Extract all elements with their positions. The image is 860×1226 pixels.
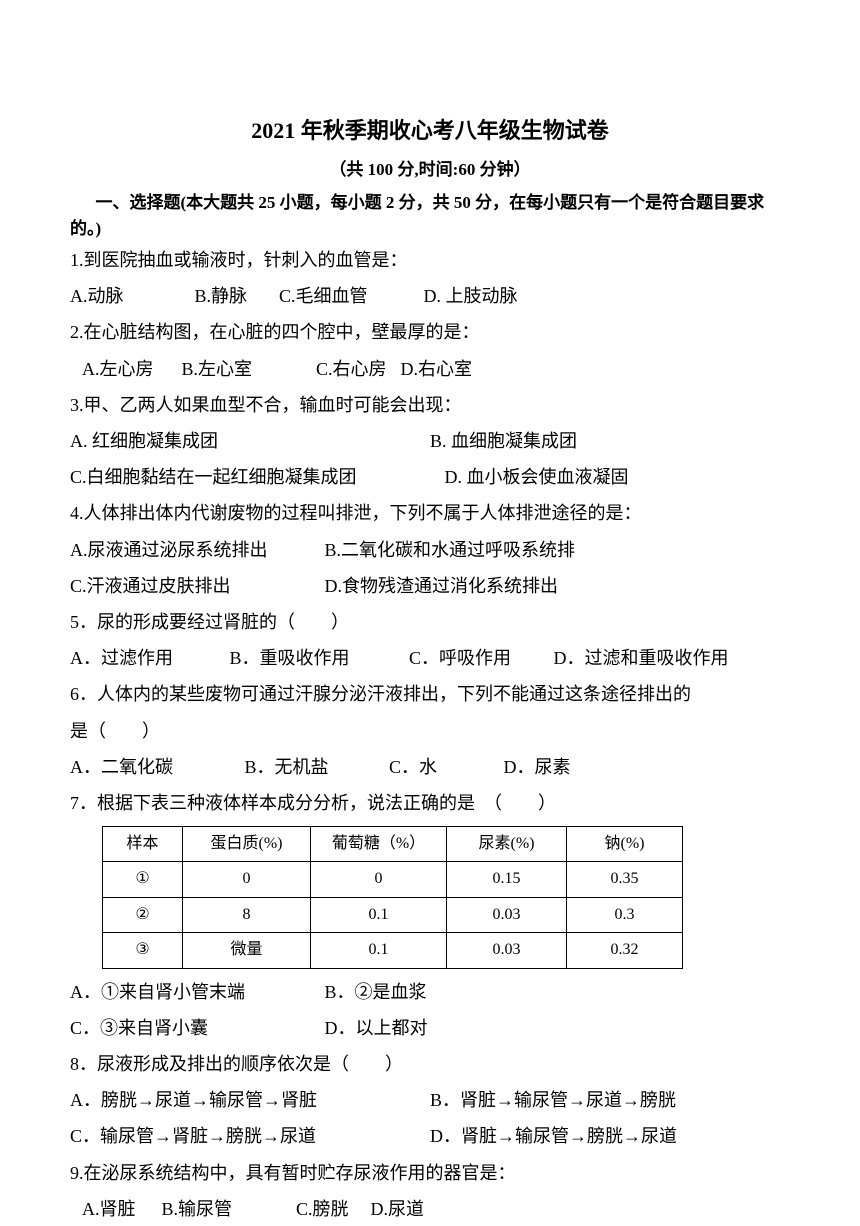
q5-c: C．呼吸作用 [409,641,549,675]
td: 0 [183,862,311,897]
td: ③ [103,933,183,968]
section-header: 一、选择题(本大题共 25 小题，每小题 2 分，共 50 分，在每小题只有一个… [70,190,790,241]
question-8: 8．尿液形成及排出的顺序依次是（ ） [70,1047,790,1081]
question-2-options: A.左心房 B.左心室 C.右心房 D.右心室 [70,352,790,386]
q3-d: D. 血小板会使血液凝固 [445,467,629,487]
td: 微量 [183,933,311,968]
question-6-options: A．二氧化碳 B．无机盐 C．水 D．尿素 [70,750,790,784]
q6-c: C．水 [389,750,499,784]
td: 0.32 [567,933,683,968]
q8-a: A．膀胱→尿道→输尿管→肾脏 [70,1083,430,1117]
q4-b: B.二氧化碳和水通过呼吸系统排 [325,540,576,560]
q7-b: B．②是血浆 [325,982,427,1002]
th-1: 蛋白质(%) [183,827,311,862]
exam-title: 2021 年秋季期收心考八年级生物试卷 [70,110,790,152]
question-3: 3.甲、乙两人如果血型不合，输血时可能会出现： [70,388,790,422]
question-1: 1.到医院抽血或输液时，针刺入的血管是： [70,243,790,277]
question-6-line2: 是（ ） [70,714,790,748]
q3-c: C.白细胞黏结在一起红细胞凝集成团 [70,460,440,494]
q2-b: B.左心室 [182,352,312,386]
question-9: 9.在泌尿系统结构中，具有暂时贮存尿液作用的器官是： [70,1156,790,1190]
q6-d: D．尿素 [504,757,571,777]
question-1-options: A.动脉 B.静脉 C.毛细血管 D. 上肢动脉 [70,279,790,313]
q1-c: C.毛细血管 [279,279,419,313]
question-9-options: A.肾脏 B.输尿管 C.膀胱 D.尿道 [70,1192,790,1226]
q1-a: A.动脉 [70,279,190,313]
q7-a: A．①来自肾小管末端 [70,975,320,1009]
q4-d: D.食物残渣通过消化系统排出 [325,576,559,596]
td: 0.1 [311,897,447,932]
th-4: 钠(%) [567,827,683,862]
question-2: 2.在心脏结构图，在心脏的四个腔中，壁最厚的是： [70,315,790,349]
q2-c: C.右心房 [316,352,396,386]
question-7-table: 样本 蛋白质(%) 葡萄糖（%） 尿素(%) 钠(%) ① 0 0 0.15 0… [102,826,683,969]
td: 0.03 [447,933,567,968]
td: 8 [183,897,311,932]
question-8-options-row2: C．输尿管→肾脏→膀胱→尿道 D．肾脏→输尿管→膀胱→尿道 [70,1119,790,1153]
td: ② [103,897,183,932]
question-8-options-row1: A．膀胱→尿道→输尿管→肾脏 B．肾脏→输尿管→尿道→膀胱 [70,1083,790,1117]
q8-b: B．肾脏→输尿管→尿道→膀胱 [430,1083,790,1117]
q5-b: B．重吸收作用 [230,641,405,675]
question-3-options-row2: C.白细胞黏结在一起红细胞凝集成团 D. 血小板会使血液凝固 [70,460,790,494]
q6-a: A．二氧化碳 [70,750,240,784]
q9-b: B.输尿管 [162,1192,292,1226]
q3-a: A. 红细胞凝集成团 [70,424,430,458]
question-4-options-row1: A.尿液通过泌尿系统排出 B.二氧化碳和水通过呼吸系统排 [70,533,790,567]
q9-c: C.膀胱 [296,1192,366,1226]
table-header-row: 样本 蛋白质(%) 葡萄糖（%） 尿素(%) 钠(%) [103,827,683,862]
q1-b: B.静脉 [195,279,275,313]
q3-b: B. 血细胞凝集成团 [430,424,790,458]
td: ① [103,862,183,897]
td: 0.03 [447,897,567,932]
q5-d: D．过滤和重吸收作用 [554,648,729,668]
td: 0.15 [447,862,567,897]
q7-d: D．以上都对 [325,1018,428,1038]
exam-subtitle: （共 100 分,时间:60 分钟） [70,154,790,186]
q7-c: C．③来自肾小囊 [70,1011,320,1045]
question-5: 5．尿的形成要经过肾脏的（ ） [70,605,790,639]
table-row: ① 0 0 0.15 0.35 [103,862,683,897]
question-7-options-row1: A．①来自肾小管末端 B．②是血浆 [70,975,790,1009]
q8-d: D．肾脏→输尿管→膀胱→尿道 [430,1119,790,1153]
q9-a: A.肾脏 [82,1192,157,1226]
table-row: ③ 微量 0.1 0.03 0.32 [103,933,683,968]
th-3: 尿素(%) [447,827,567,862]
question-4: 4.人体排出体内代谢废物的过程叫排泄，下列不属于人体排泄途径的是： [70,496,790,530]
td: 0 [311,862,447,897]
q8-c: C．输尿管→肾脏→膀胱→尿道 [70,1119,430,1153]
td: 0.3 [567,897,683,932]
q5-a: A．过滤作用 [70,641,225,675]
q4-a: A.尿液通过泌尿系统排出 [70,533,320,567]
q1-d: D. 上肢动脉 [424,286,518,306]
question-7: 7．根据下表三种液体样本成分分析，说法正确的是 （ ） [70,786,790,820]
table-row: ② 8 0.1 0.03 0.3 [103,897,683,932]
question-4-options-row2: C.汗液通过皮肤排出 D.食物残渣通过消化系统排出 [70,569,790,603]
q2-a: A.左心房 [82,352,177,386]
th-2: 葡萄糖（%） [311,827,447,862]
td: 0.1 [311,933,447,968]
q2-d: D.右心室 [401,359,473,379]
q6-b: B．无机盐 [245,750,385,784]
q4-c: C.汗液通过皮肤排出 [70,569,320,603]
question-6-line1: 6．人体内的某些废物可通过汗腺分泌汗液排出，下列不能通过这条途径排出的 [70,677,790,711]
td: 0.35 [567,862,683,897]
th-0: 样本 [103,827,183,862]
question-7-options-row2: C．③来自肾小囊 D．以上都对 [70,1011,790,1045]
question-5-options: A．过滤作用 B．重吸收作用 C．呼吸作用 D．过滤和重吸收作用 [70,641,790,675]
question-3-options-row1: A. 红细胞凝集成团 B. 血细胞凝集成团 [70,424,790,458]
